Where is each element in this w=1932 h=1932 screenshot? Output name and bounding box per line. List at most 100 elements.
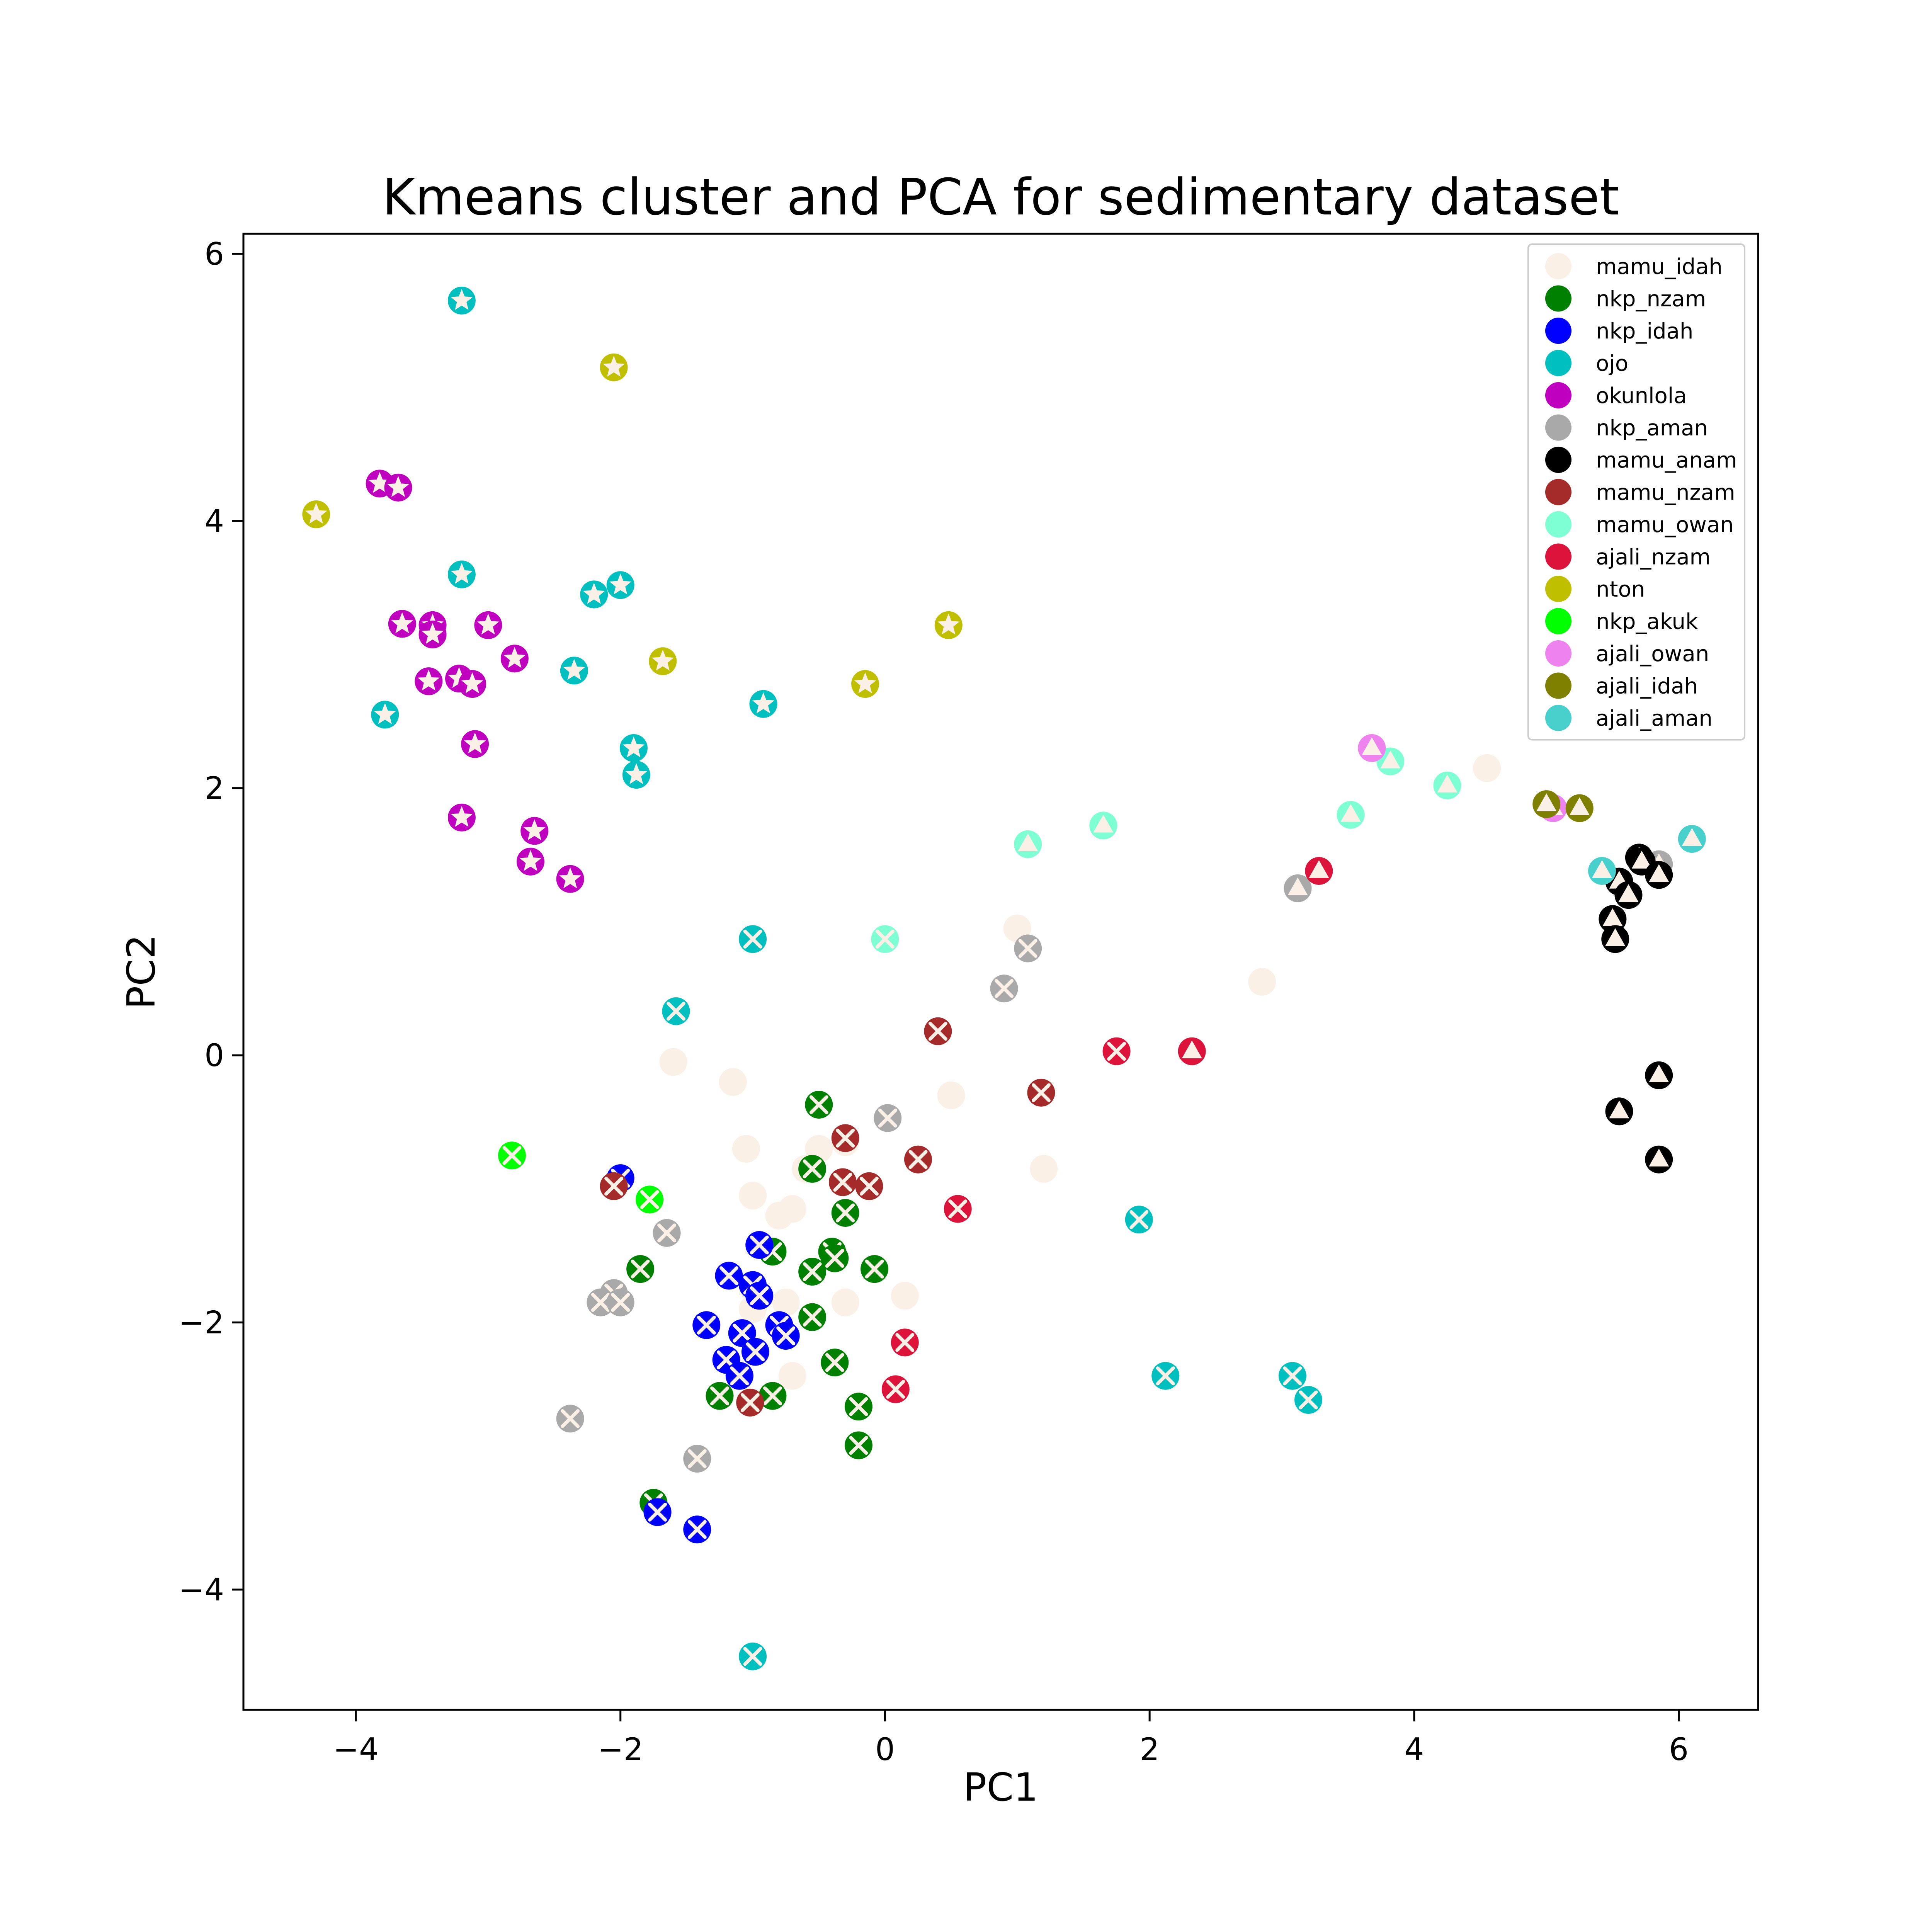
- data-point: [798, 1155, 827, 1183]
- series-nton: [302, 353, 963, 698]
- data-point: [719, 1068, 747, 1096]
- data-point: [1248, 968, 1276, 996]
- data-point: [1614, 881, 1643, 909]
- legend-item: nkp_akuk: [1545, 608, 1698, 634]
- legend-label: ajali_owan: [1596, 641, 1709, 667]
- data-point: [871, 925, 899, 953]
- series-nkp-idah: [606, 1164, 800, 1544]
- legend-label: ajali_nzam: [1596, 545, 1711, 570]
- data-point: [1151, 1362, 1180, 1390]
- data-point: [415, 667, 443, 696]
- series-mamu-nzam: [600, 1017, 1055, 1417]
- legend-swatch: [1545, 640, 1571, 667]
- series-mamu-anam: [1599, 844, 1673, 1173]
- data-point: [924, 1017, 952, 1045]
- data-point: [739, 1182, 767, 1210]
- legend-item: ajali_aman: [1545, 705, 1713, 731]
- series-ajali-idah: [1532, 790, 1594, 822]
- data-point: [447, 560, 476, 588]
- data-point: [725, 1362, 753, 1390]
- data-point: [741, 1338, 769, 1366]
- legend-swatch: [1545, 576, 1571, 602]
- x-tick-label: −4: [333, 1731, 379, 1767]
- data-point: [831, 1124, 859, 1152]
- legend-label: nton: [1596, 577, 1645, 602]
- legend-label: nkp_idah: [1596, 319, 1693, 344]
- data-point: [1030, 1155, 1058, 1183]
- legend-swatch: [1545, 608, 1571, 634]
- data-point: [855, 1172, 883, 1200]
- data-point: [1102, 1037, 1131, 1065]
- legend-swatch: [1545, 285, 1571, 312]
- legend-swatch: [1545, 511, 1571, 537]
- y-axis-label: PC2: [119, 934, 164, 1009]
- data-point: [937, 1081, 965, 1109]
- data-point: [821, 1244, 849, 1272]
- data-point: [1565, 794, 1594, 822]
- data-point: [560, 656, 588, 685]
- data-point: [828, 1168, 857, 1196]
- data-point: [683, 1515, 711, 1544]
- data-point: [516, 847, 544, 876]
- y-tick-label: 6: [204, 236, 224, 272]
- legend-frame: [1527, 243, 1745, 741]
- data-point: [371, 701, 399, 729]
- legend-label: mamu_owan: [1596, 512, 1734, 537]
- legend-label: mamu_anam: [1596, 448, 1737, 473]
- data-point: [600, 1172, 628, 1200]
- data-point: [1645, 1145, 1673, 1173]
- legend-item: okunlola: [1545, 382, 1687, 408]
- legend-swatch: [1545, 543, 1571, 570]
- data-point: [934, 611, 963, 639]
- legend-item: nton: [1545, 576, 1645, 602]
- data-point: [520, 817, 549, 845]
- y-tick-label: 2: [204, 770, 224, 806]
- data-point: [1337, 801, 1365, 829]
- data-point: [861, 1255, 889, 1283]
- legend-label: nkp_aman: [1596, 416, 1708, 441]
- series-mamu-owan: [871, 747, 1461, 953]
- legend-swatch: [1545, 705, 1571, 731]
- data-point: [1645, 861, 1673, 889]
- legend-swatch: [1545, 382, 1571, 408]
- series-nkp-aman: [556, 850, 1673, 1473]
- data-point: [778, 1195, 806, 1223]
- data-point: [874, 1104, 902, 1132]
- data-point: [759, 1382, 787, 1410]
- data-point: [891, 1328, 919, 1357]
- legend-item: mamu_idah: [1545, 253, 1723, 279]
- data-point: [461, 730, 489, 758]
- legend-swatch: [1545, 318, 1571, 344]
- data-point: [1027, 1078, 1055, 1107]
- legend-swatch: [1545, 253, 1571, 279]
- legend-item: nkp_nzam: [1545, 285, 1706, 312]
- data-point: [749, 690, 777, 718]
- data-point: [500, 645, 529, 673]
- data-point: [831, 1288, 859, 1316]
- data-point: [1532, 790, 1561, 818]
- data-point: [580, 580, 608, 609]
- data-point: [1601, 925, 1629, 953]
- legend-item: ajali_owan: [1545, 640, 1709, 667]
- data-point: [772, 1322, 800, 1350]
- x-tick-label: 0: [875, 1731, 895, 1767]
- data-point: [739, 925, 767, 953]
- data-point: [1014, 830, 1042, 858]
- data-point: [1473, 754, 1501, 782]
- data-point: [1125, 1206, 1153, 1234]
- x-axis-label: PC1: [963, 1765, 1038, 1810]
- data-point: [600, 353, 628, 381]
- data-point: [388, 610, 416, 638]
- data-point: [1305, 857, 1333, 885]
- chart-title: Kmeans cluster and PCA for sedimentary d…: [383, 168, 1619, 226]
- data-point: [662, 997, 690, 1025]
- data-point: [622, 761, 650, 789]
- legend-label: ojo: [1596, 351, 1628, 376]
- data-point: [831, 1199, 859, 1227]
- data-point: [692, 1311, 721, 1339]
- data-point: [619, 734, 648, 762]
- x-tick-label: 4: [1404, 1731, 1424, 1767]
- data-point: [990, 975, 1018, 1003]
